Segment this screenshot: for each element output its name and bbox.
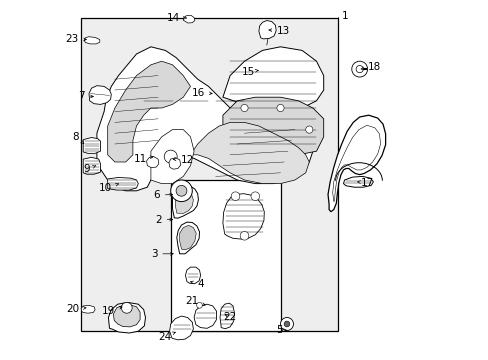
Text: 1: 1	[341, 11, 347, 21]
Polygon shape	[107, 177, 138, 190]
Polygon shape	[83, 138, 101, 153]
Polygon shape	[190, 122, 309, 184]
Text: 8: 8	[72, 132, 84, 144]
Polygon shape	[223, 194, 264, 239]
Polygon shape	[223, 97, 323, 155]
Text: 13: 13	[268, 26, 289, 36]
Polygon shape	[169, 316, 193, 340]
Circle shape	[240, 231, 248, 240]
Circle shape	[121, 302, 132, 313]
Text: 23: 23	[65, 34, 86, 44]
Text: 17: 17	[357, 177, 373, 188]
Polygon shape	[81, 305, 95, 313]
Text: 22: 22	[223, 312, 236, 322]
Text: 19: 19	[102, 306, 122, 316]
Polygon shape	[84, 37, 100, 44]
Polygon shape	[107, 61, 190, 162]
Polygon shape	[220, 303, 234, 329]
Text: 2: 2	[155, 215, 172, 225]
Text: 11: 11	[133, 154, 153, 164]
Text: 14: 14	[167, 13, 186, 23]
Circle shape	[164, 150, 177, 163]
Polygon shape	[168, 158, 181, 169]
Polygon shape	[97, 47, 312, 191]
Circle shape	[170, 180, 192, 202]
Text: 7: 7	[78, 91, 93, 102]
Polygon shape	[83, 157, 101, 174]
Circle shape	[250, 192, 259, 201]
Text: 18: 18	[361, 62, 380, 72]
Polygon shape	[183, 15, 194, 23]
Circle shape	[284, 321, 289, 327]
Circle shape	[280, 318, 293, 330]
Polygon shape	[89, 86, 111, 104]
Bar	[170, 180, 280, 331]
Text: 9: 9	[83, 164, 96, 174]
Circle shape	[241, 104, 247, 112]
Text: 16: 16	[191, 88, 212, 98]
Text: 5: 5	[276, 325, 285, 335]
Polygon shape	[172, 185, 198, 218]
Bar	[81, 18, 337, 331]
Polygon shape	[223, 47, 323, 112]
Text: 12: 12	[173, 155, 193, 165]
Circle shape	[231, 192, 239, 201]
Polygon shape	[175, 190, 193, 213]
Circle shape	[355, 66, 363, 73]
Polygon shape	[194, 304, 216, 328]
Text: 24: 24	[158, 332, 175, 342]
Polygon shape	[258, 21, 276, 39]
Polygon shape	[327, 115, 385, 212]
Text: 3: 3	[150, 249, 173, 259]
Polygon shape	[151, 130, 194, 184]
Polygon shape	[177, 222, 199, 254]
Polygon shape	[343, 176, 373, 187]
Polygon shape	[146, 157, 159, 168]
Circle shape	[276, 104, 284, 112]
Polygon shape	[185, 267, 200, 284]
Polygon shape	[113, 305, 140, 327]
Text: 10: 10	[99, 183, 118, 193]
Text: 21: 21	[185, 296, 205, 306]
Circle shape	[196, 302, 202, 308]
Circle shape	[176, 185, 186, 196]
Polygon shape	[108, 302, 145, 333]
Polygon shape	[179, 225, 196, 250]
Text: 4: 4	[190, 279, 204, 289]
Circle shape	[351, 61, 367, 77]
Circle shape	[305, 126, 312, 133]
Text: 15: 15	[242, 67, 258, 77]
Text: 20: 20	[66, 303, 86, 314]
Text: 6: 6	[153, 190, 172, 200]
